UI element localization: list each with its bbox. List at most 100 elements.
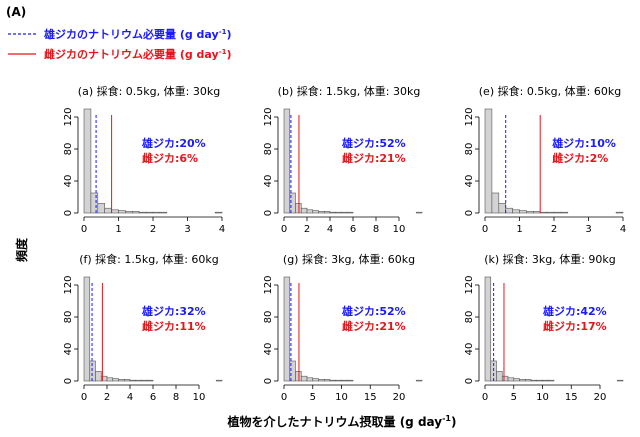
histogram-bar	[546, 211, 555, 214]
x-tick-label: 1	[115, 224, 121, 235]
histogram-bar	[83, 276, 91, 382]
y-tick-label: 120	[464, 275, 475, 294]
x-tick-label: 4	[327, 224, 333, 235]
histogram-bar	[616, 379, 624, 382]
male-percentage-label: 雄ジカ:52%	[341, 304, 406, 318]
histogram-bar	[505, 207, 513, 214]
x-tick-label: 20	[393, 392, 406, 403]
histogram-bar	[123, 379, 131, 382]
histogram-bar	[346, 211, 354, 214]
histogram-bar	[215, 379, 223, 382]
female-percentage-label: 雌ジカ:2%	[552, 151, 608, 165]
chart-panel-5: (k) 採食: 3kg, 体重: 90kg 0 40 80 120 0 5 10 15 20 雄ジカ…	[464, 252, 624, 403]
x-tick-label: 8	[173, 392, 179, 403]
histogram-bar	[159, 211, 168, 214]
histogram-bar	[498, 203, 506, 214]
x-tick-label: 6	[350, 224, 356, 235]
legend-female-label: 雌ジカのナトリウム必要量 (g day-1)	[44, 47, 232, 61]
y-tick-label: 0	[63, 210, 74, 216]
chart-panel-2: (e) 採食: 0.5kg, 体重: 60kg 0 40 80 120 0 1 2 3 4 雄ジカ:…	[464, 84, 626, 235]
histogram-bar	[341, 211, 348, 214]
x-tick-label: 2	[551, 224, 557, 235]
histogram-bar	[323, 379, 331, 382]
x-tick-label: 2	[104, 392, 110, 403]
legend: 雄ジカのナトリウム必要量 (g day-1) 雌ジカのナトリウム必要量 (g d…	[8, 27, 232, 61]
histogram-bar	[89, 360, 96, 382]
histogram-bar	[335, 379, 342, 382]
histogram-bar	[341, 379, 348, 382]
histogram-bar	[132, 211, 140, 214]
x-tick-label: 4	[219, 224, 225, 235]
histogram-bar	[112, 378, 119, 382]
y-tick-label: 40	[464, 343, 475, 356]
histogram-bar	[129, 379, 137, 382]
histogram-bar	[524, 379, 532, 382]
histogram-bar	[312, 210, 319, 214]
x-tick-label: 6	[150, 392, 156, 403]
histogram-bar	[542, 379, 549, 382]
histogram-bar	[484, 108, 493, 214]
histogram-bar	[323, 211, 331, 214]
histogram-bar	[547, 379, 555, 382]
histogram-bar	[346, 379, 354, 382]
chart-panel-3: (f) 採食: 1.5kg, 体重: 60kg 0 40 80 120 0 2 4 6 8 10 雄ジ…	[63, 252, 223, 403]
histogram-bar	[138, 211, 147, 214]
female-percentage-label: 雌ジカ:6%	[142, 151, 198, 165]
histogram-bar	[146, 379, 154, 382]
x-tick-label: 15	[565, 392, 578, 403]
y-tick-label: 80	[263, 311, 274, 324]
histogram-bar	[135, 379, 142, 382]
histogram-bar	[97, 203, 106, 214]
x-tick-label: 10	[335, 392, 348, 403]
histogram-bar	[526, 211, 534, 214]
x-tick-label: 10	[193, 392, 206, 403]
histogram-bar	[519, 210, 527, 214]
x-tick-label: 0	[281, 224, 287, 235]
x-tick-label: 4	[127, 392, 133, 403]
histogram-bar	[329, 379, 337, 382]
chart-title: (e) 採食: 0.5kg, 体重: 60kg	[479, 84, 621, 98]
x-tick-label: 5	[511, 392, 517, 403]
histogram-bar	[300, 375, 308, 382]
histogram-bar	[295, 371, 302, 382]
x-tick-label: 2	[150, 224, 156, 235]
histogram-bar	[306, 209, 314, 214]
histogram-bar	[512, 209, 520, 214]
chart-title: (g) 採食: 3kg, 体重: 60kg	[283, 252, 415, 266]
chart-title: (k) 採食: 3kg, 体重: 90kg	[484, 252, 616, 266]
histogram-bar	[491, 192, 500, 214]
histogram-bar	[289, 192, 296, 214]
histogram-bar	[335, 211, 342, 214]
x-tick-label: 2	[304, 224, 310, 235]
figure-label: (A)	[6, 5, 26, 19]
x-tick-label: 5	[310, 392, 316, 403]
chart-panel-4: (g) 採食: 3kg, 体重: 60kg 0 40 80 120 0 5 10 15 20 雄ジカ…	[263, 252, 423, 403]
y-tick-label: 80	[464, 143, 475, 156]
y-tick-label: 80	[63, 143, 74, 156]
female-percentage-label: 雌ジカ:11%	[142, 319, 206, 333]
histogram-bar	[283, 108, 291, 214]
male-percentage-label: 雄ジカ:42%	[542, 304, 607, 318]
x-tick-label: 10	[536, 392, 549, 403]
histogram-bar	[318, 379, 325, 382]
x-tick-label: 8	[373, 224, 379, 235]
male-percentage-label: 雄ジカ:52%	[341, 136, 406, 150]
chart-panel-0: (a) 採食: 0.5kg, 体重: 30kg 0 40 80 120 0 1 2 3 4 雄ジカ:…	[63, 84, 225, 235]
y-tick-label: 0	[263, 378, 274, 384]
x-tick-label: 0	[81, 224, 87, 235]
histogram-bar	[539, 211, 548, 214]
histogram-bar	[295, 203, 302, 214]
histogram-bar	[83, 108, 92, 214]
histogram-bar	[145, 211, 154, 214]
histogram-bar	[318, 211, 325, 214]
x-tick-label: 20	[594, 392, 607, 403]
histogram-bar	[141, 379, 148, 382]
y-tick-label: 0	[464, 378, 475, 384]
female-percentage-label: 雌ジカ:21%	[342, 151, 406, 165]
male-percentage-label: 雄ジカ:32%	[141, 304, 206, 318]
x-tick-label: 3	[585, 224, 591, 235]
y-tick-label: 40	[464, 175, 475, 188]
histogram-bar	[95, 371, 102, 382]
histogram-bar	[415, 379, 423, 382]
legend-male-label: 雄ジカのナトリウム必要量 (g day-1)	[43, 27, 232, 41]
